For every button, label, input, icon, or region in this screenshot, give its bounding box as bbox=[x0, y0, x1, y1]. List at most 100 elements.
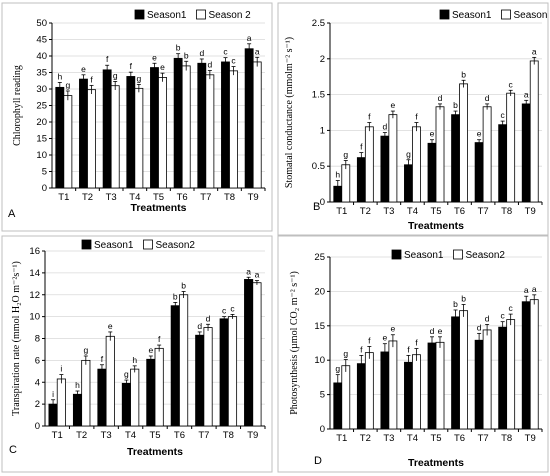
significance-letter: h bbox=[335, 170, 340, 180]
significance-letter: e bbox=[430, 129, 435, 139]
bar-season2 bbox=[388, 114, 398, 203]
legend-label: Season 2 bbox=[208, 10, 251, 21]
x-tick-label: T8 bbox=[224, 192, 235, 203]
significance-letter: d bbox=[438, 93, 443, 103]
significance-letter: g bbox=[113, 70, 118, 80]
significance-letter: e bbox=[477, 129, 482, 139]
legend-swatch bbox=[439, 9, 450, 20]
y-tick-label: 0.5 bbox=[312, 161, 325, 172]
y-tick-label: 1 bbox=[320, 125, 325, 136]
significance-letter: e bbox=[391, 100, 396, 110]
legend-swatch bbox=[81, 239, 92, 250]
significance-letter: b bbox=[176, 43, 181, 53]
bar-season1 bbox=[380, 351, 390, 430]
y-tick-label: 4 bbox=[35, 377, 40, 388]
x-tick-label: T3 bbox=[106, 192, 117, 203]
significance-letter: f bbox=[360, 344, 363, 354]
significance-letter: d bbox=[485, 313, 490, 323]
legend-swatch bbox=[134, 9, 145, 20]
significance-letter: d bbox=[207, 60, 212, 70]
significance-letter: d bbox=[383, 122, 388, 132]
bar-season1 bbox=[356, 157, 366, 203]
bar-season2 bbox=[205, 74, 215, 189]
bar-season1 bbox=[170, 305, 180, 427]
legend-label: Season1 bbox=[452, 10, 492, 21]
significance-letter: a bbox=[247, 33, 252, 43]
bar-season2 bbox=[134, 87, 144, 189]
x-tick-label: T9 bbox=[247, 430, 258, 441]
y-tick-label: 8 bbox=[35, 334, 40, 345]
significance-letter: c bbox=[501, 311, 506, 321]
y-tick-label: 25 bbox=[314, 252, 325, 263]
bar-season2 bbox=[87, 89, 96, 189]
bar-season2 bbox=[341, 365, 351, 430]
significance-letter: a bbox=[246, 266, 251, 276]
y-tick-label: 20 bbox=[314, 286, 325, 297]
y-axis-label: Chlorophyll reading bbox=[12, 65, 23, 146]
significance-letter: a bbox=[524, 89, 529, 99]
x-axis-label: Treatments bbox=[127, 446, 183, 458]
x-tick-label: T4 bbox=[129, 192, 140, 203]
x-tick-label: T5 bbox=[430, 433, 441, 444]
significance-letter: a bbox=[532, 284, 537, 294]
significance-letter: e bbox=[108, 321, 113, 331]
bar-season2 bbox=[435, 106, 445, 203]
y-tick-label: 2 bbox=[35, 399, 40, 410]
x-tick-label: T3 bbox=[383, 433, 394, 444]
x-tick-label: T6 bbox=[174, 430, 185, 441]
bar-season1 bbox=[427, 142, 437, 203]
y-axis-label: Photosynthesis (µmol CO₂ m⁻² s⁻¹) bbox=[289, 271, 300, 415]
y-tick-label: 0 bbox=[320, 197, 325, 208]
significance-letter: b bbox=[461, 293, 466, 303]
x-tick-label: T6 bbox=[454, 206, 465, 217]
y-tick-label: 20 bbox=[36, 117, 47, 128]
panel-letter: C bbox=[9, 444, 17, 456]
bar-season2 bbox=[482, 106, 492, 203]
y-tick-label: 50 bbox=[36, 18, 47, 29]
bar-season2 bbox=[179, 294, 189, 427]
y-tick-label: 1.5 bbox=[312, 90, 325, 101]
significance-letter: f bbox=[368, 335, 371, 345]
x-axis-label: Treatments bbox=[130, 202, 186, 214]
bar-season1 bbox=[173, 57, 183, 189]
significance-letter: g bbox=[124, 369, 129, 379]
significance-letter: e bbox=[148, 345, 153, 355]
x-tick-label: T7 bbox=[200, 192, 211, 203]
y-tick-label: 0 bbox=[320, 424, 325, 435]
significance-letter: i bbox=[60, 364, 62, 374]
significance-letter: c bbox=[230, 303, 235, 313]
significance-letter: a bbox=[532, 46, 537, 56]
bar-season1 bbox=[55, 86, 65, 189]
x-tick-label: T2 bbox=[82, 192, 93, 203]
y-tick-label: 10 bbox=[29, 312, 40, 323]
bar-season2 bbox=[529, 299, 539, 430]
significance-letter: f bbox=[368, 112, 371, 122]
y-tick-label: 2.5 bbox=[312, 18, 325, 29]
x-tick-label: T1 bbox=[336, 206, 347, 217]
significance-letter: c bbox=[231, 56, 236, 66]
bar-season1 bbox=[97, 368, 107, 427]
significance-letter: d bbox=[197, 321, 202, 331]
bar-season1 bbox=[121, 382, 131, 427]
bar-season1 bbox=[221, 61, 230, 189]
y-tick-label: 5 bbox=[42, 167, 47, 178]
bar-season2 bbox=[110, 85, 120, 189]
legend-swatch bbox=[143, 239, 153, 250]
x-tick-label: T8 bbox=[501, 206, 512, 217]
x-tick-label: T5 bbox=[153, 192, 164, 203]
x-axis-label: Treatments bbox=[408, 457, 464, 469]
bar-season2 bbox=[227, 316, 238, 427]
bar-season2 bbox=[203, 327, 213, 427]
bar-season1 bbox=[197, 62, 207, 189]
bar-season2 bbox=[105, 335, 115, 427]
x-tick-label: T3 bbox=[101, 430, 112, 441]
significance-letter: h bbox=[57, 71, 62, 81]
bar-season2 bbox=[529, 60, 539, 203]
bar-season2 bbox=[154, 347, 164, 427]
significance-letter: g bbox=[136, 73, 141, 83]
significance-letter: e bbox=[160, 62, 165, 72]
y-tick-label: 15 bbox=[314, 321, 325, 332]
x-axis-label: Treatments bbox=[408, 220, 464, 232]
bar-season1 bbox=[427, 342, 437, 430]
